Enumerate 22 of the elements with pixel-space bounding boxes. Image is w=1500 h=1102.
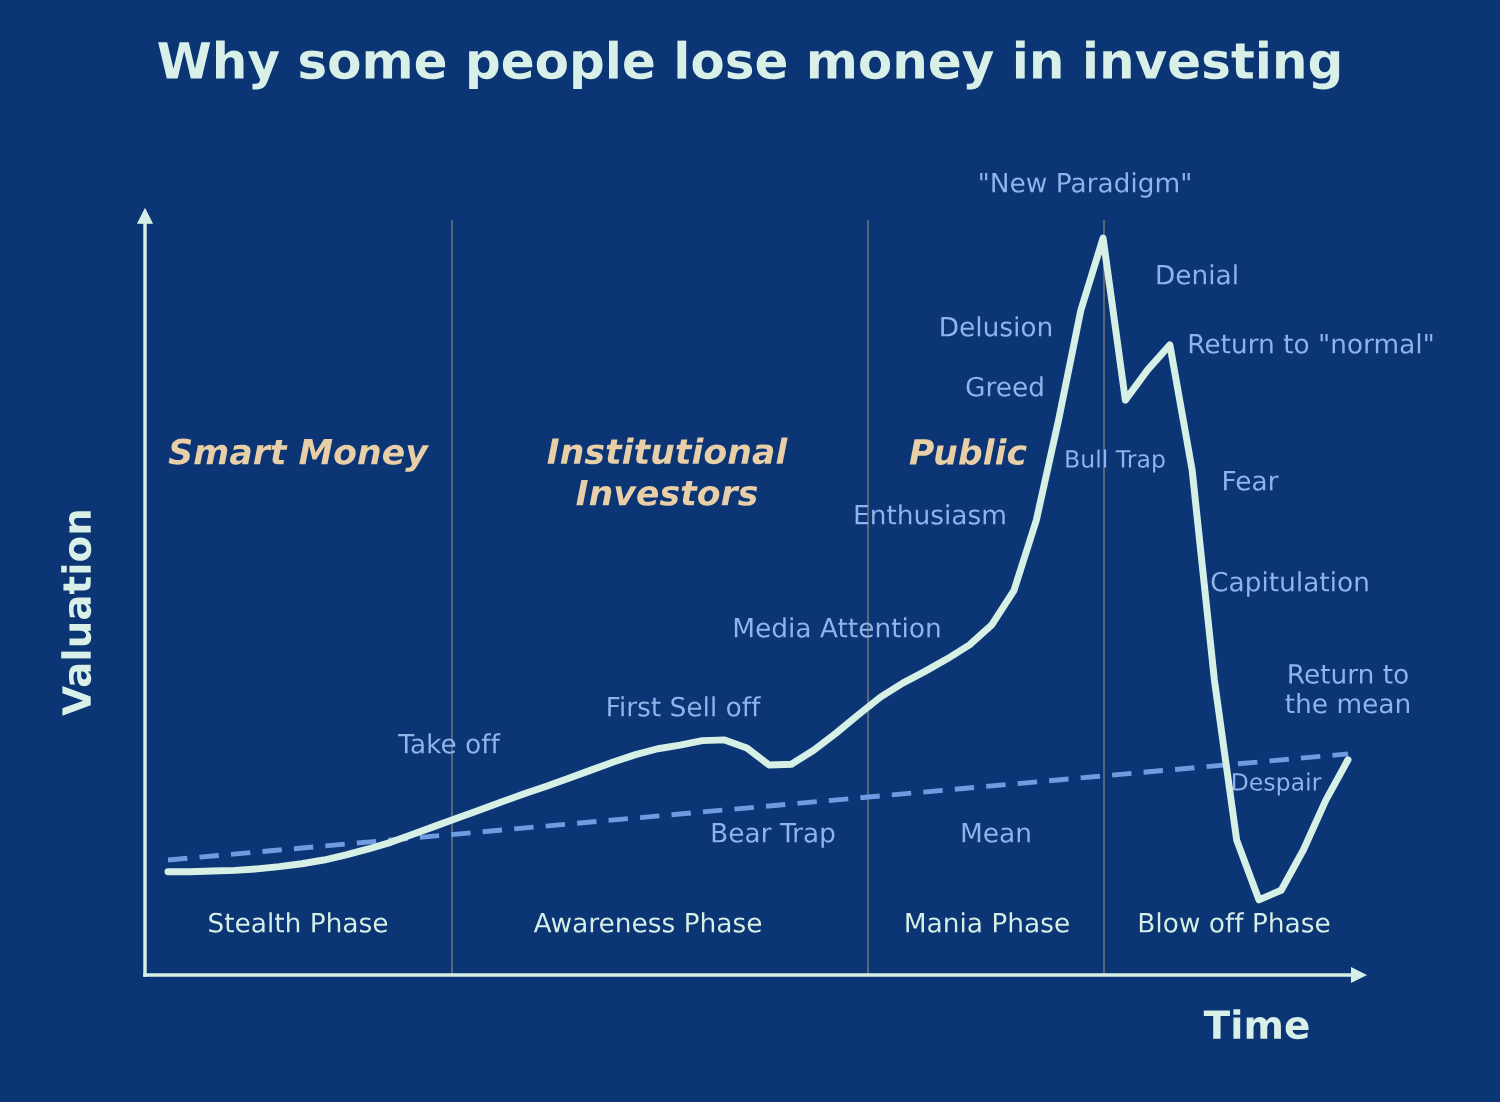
annotation: Return to "normal" — [1189, 333, 1433, 354]
annotation: Despair — [1232, 772, 1322, 796]
series-label: Mean — [962, 823, 1030, 843]
annotation: Public — [909, 438, 1027, 466]
annotation: Return to the mean — [1285, 664, 1410, 714]
annotation: Bear Trap — [712, 823, 835, 848]
annotation: Blow off Phase — [1139, 912, 1330, 933]
annotation: Delusion — [941, 316, 1052, 337]
text: "New Paradigm" — [980, 172, 1190, 198]
annotation: Mania Phase — [906, 912, 1069, 933]
chart-title: Why some people lose money in investing — [158, 40, 1340, 90]
y-axis-title: Valuation — [61, 511, 92, 716]
annotation: Awareness Phase — [533, 912, 762, 933]
annotation: First Sell off — [608, 696, 761, 717]
annotation: Fear — [1224, 471, 1279, 491]
annotation: Stealth Phase — [209, 912, 388, 933]
annotation: Capitulation — [1211, 571, 1368, 597]
x-axis-title: Time — [1203, 1009, 1309, 1040]
annotation: Greed — [966, 376, 1043, 397]
annotation: Institutional Investors — [547, 437, 788, 506]
annotation: Denial — [1157, 264, 1237, 285]
annotation: Smart Money — [168, 438, 430, 472]
